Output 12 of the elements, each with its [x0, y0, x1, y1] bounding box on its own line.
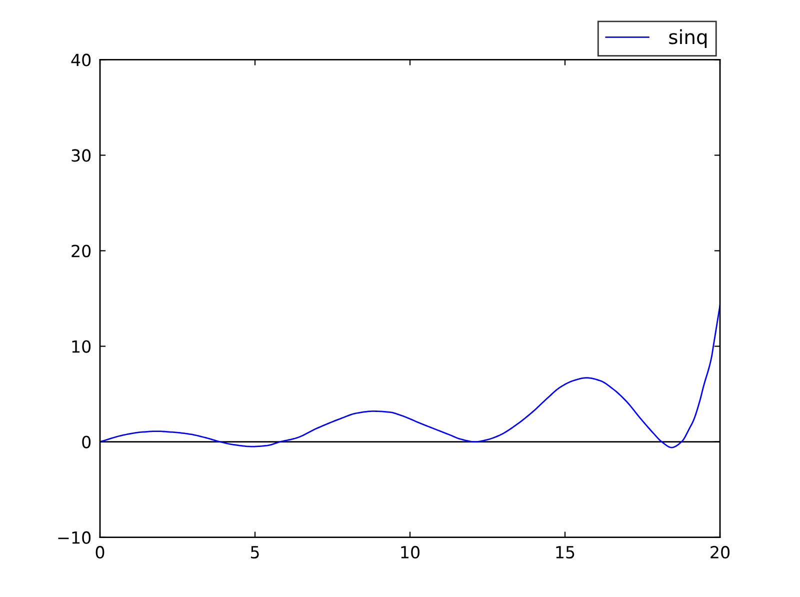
y-tick-label: 30 [72, 149, 91, 162]
y-tick-label: 20 [72, 244, 91, 258]
y-tick-label: −10 [58, 531, 91, 544]
x-tick-label: 0 [96, 546, 104, 559]
y-tick-label: 0 [82, 436, 91, 448]
x-tick-label: 5 [250, 546, 259, 559]
x-tick-label: 10 [401, 546, 420, 559]
y-tick-label: 40 [71, 54, 91, 66]
y-tick-label: 10 [72, 340, 91, 353]
x-tick-label: 20 [710, 546, 730, 559]
x-tick-label: 15 [556, 546, 574, 559]
legend-label: sinq [669, 29, 707, 48]
